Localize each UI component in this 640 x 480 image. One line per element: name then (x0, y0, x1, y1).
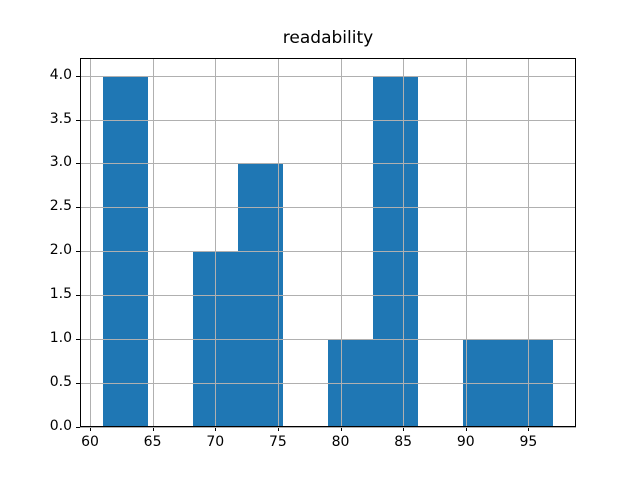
x-gridline (528, 58, 530, 427)
histogram-bar (508, 339, 554, 427)
y-tick-mark (76, 251, 80, 253)
x-tick-mark (90, 427, 91, 431)
x-gridline (215, 58, 217, 427)
x-tick-mark (528, 427, 530, 431)
y-tick-mark (76, 163, 80, 165)
y-tick-label: 3.0 (49, 154, 72, 171)
x-gridline (465, 58, 467, 427)
y-gridline (80, 251, 576, 253)
y-tick-label: 1.0 (49, 330, 72, 347)
y-tick-mark (76, 295, 80, 297)
x-tick-label: 75 (268, 434, 287, 450)
chart-title: readability (282, 28, 374, 48)
x-tick-mark (152, 427, 154, 431)
x-tick-label: 65 (143, 434, 162, 450)
x-tick-label: 85 (394, 434, 413, 450)
x-tick-label: 80 (331, 434, 350, 450)
x-tick-label: 70 (206, 434, 225, 450)
x-gridline (90, 58, 91, 427)
y-tick-mark (76, 339, 80, 341)
x-tick-mark (403, 427, 405, 431)
x-tick-label: 95 (519, 434, 538, 450)
y-gridline (80, 207, 576, 209)
y-gridline (80, 427, 576, 428)
x-tick-mark (215, 427, 217, 431)
x-tick-mark (277, 427, 279, 431)
y-tick-label: 2.5 (49, 198, 72, 215)
y-tick-mark (76, 427, 80, 428)
x-tick-label: 90 (456, 434, 475, 450)
y-tick-label: 1.5 (49, 286, 72, 303)
y-gridline (80, 163, 576, 165)
y-tick-mark (76, 207, 80, 209)
histogram-bar (328, 339, 374, 427)
y-gridline (80, 295, 576, 297)
plot-area (80, 58, 576, 428)
x-gridline (277, 58, 279, 427)
grid-layer (80, 58, 576, 428)
y-tick-mark (76, 75, 80, 77)
x-tick-label: 60 (81, 434, 99, 450)
y-gridline (80, 339, 576, 341)
y-tick-label: 3.5 (49, 110, 72, 127)
x-gridline (340, 58, 342, 427)
y-tick-label: 0.0 (49, 418, 72, 434)
y-tick-label: 2.0 (49, 242, 72, 259)
histogram-bar (463, 339, 509, 427)
y-gridline (80, 383, 576, 385)
y-tick-label: 4.0 (49, 66, 72, 83)
y-tick-mark (76, 383, 80, 385)
y-tick-mark (76, 119, 80, 121)
x-tick-mark (340, 427, 342, 431)
x-tick-mark (465, 427, 467, 431)
y-tick-label: 0.5 (49, 374, 72, 391)
y-gridline (80, 75, 576, 77)
y-gridline (80, 119, 576, 121)
x-gridline (152, 58, 154, 427)
x-gridline (403, 58, 405, 427)
